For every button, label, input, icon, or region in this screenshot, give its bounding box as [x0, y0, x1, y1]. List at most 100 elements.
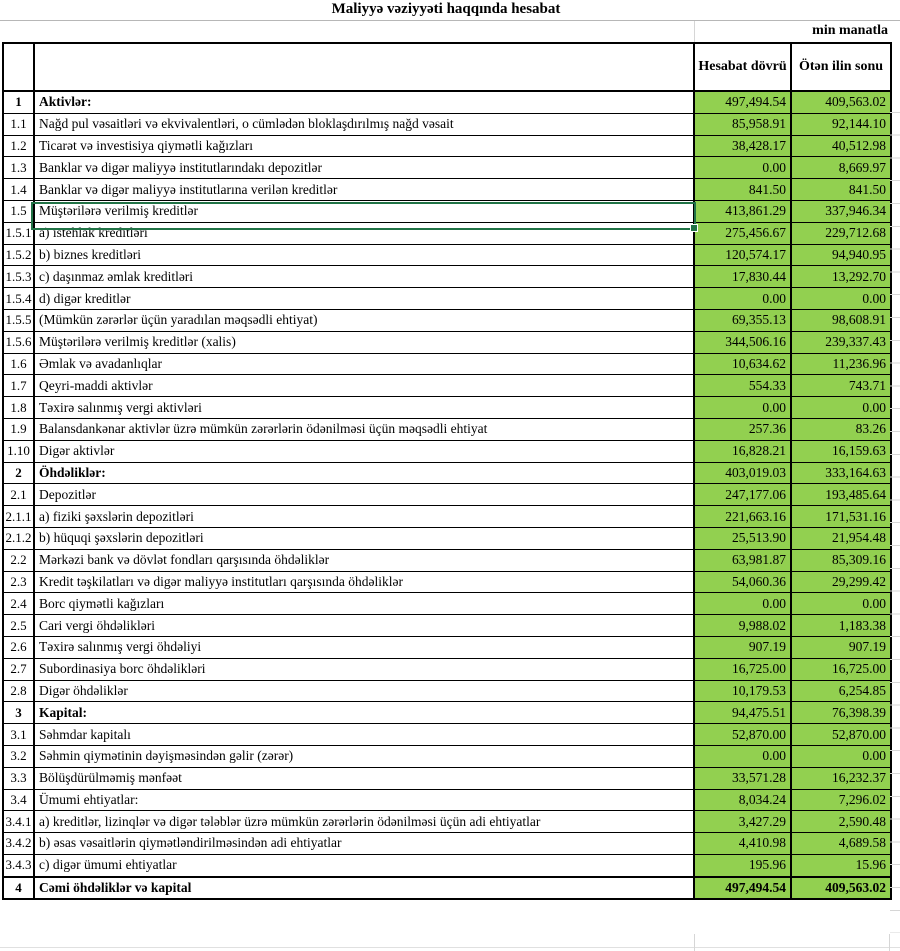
current-value-cell[interactable]: 16,725.00 [693, 657, 792, 681]
indicator-cell[interactable]: Borc qiymətli kağızları [33, 592, 695, 616]
current-value-cell[interactable]: 497,494.54 [693, 875, 792, 900]
current-value-cell[interactable]: 8,034.24 [693, 788, 792, 812]
row-number-cell[interactable]: 3.3 [2, 766, 35, 790]
previous-value-cell[interactable]: 21,954.48 [790, 526, 892, 550]
indicator-cell[interactable]: Təxirə salınmış vergi aktivləri [33, 396, 695, 419]
current-value-cell[interactable]: 0.00 [693, 744, 792, 768]
previous-value-cell[interactable]: 229,712.68 [790, 221, 892, 245]
row-number-cell[interactable]: 2.4 [2, 592, 35, 616]
indicator-cell[interactable]: Digər aktivlər [33, 439, 695, 463]
previous-value-cell[interactable]: 13,292.70 [790, 265, 892, 289]
row-number-cell[interactable]: 3.4.1 [2, 810, 35, 834]
current-value-cell[interactable]: 52,870.00 [693, 723, 792, 746]
current-value-cell[interactable]: 0.00 [693, 592, 792, 616]
row-number-cell[interactable]: 2.6 [2, 635, 35, 659]
current-value-cell[interactable]: 0.00 [693, 396, 792, 419]
current-value-cell[interactable]: 9,988.02 [693, 614, 792, 637]
previous-value-cell[interactable]: 40,512.98 [790, 134, 892, 158]
indicator-cell[interactable]: a) kreditlər, lizinqlər və digər tələblə… [33, 810, 695, 834]
current-value-cell[interactable]: 10,634.62 [693, 352, 792, 376]
previous-value-cell[interactable]: 841.50 [790, 178, 892, 201]
previous-value-cell[interactable]: 0.00 [790, 287, 892, 310]
current-value-cell[interactable]: 17,830.44 [693, 265, 792, 289]
previous-value-cell[interactable]: 15.96 [790, 853, 892, 878]
row-number-cell[interactable]: 1.5.6 [2, 330, 35, 354]
previous-value-cell[interactable]: 11,236.96 [790, 352, 892, 376]
previous-value-cell[interactable]: 16,725.00 [790, 657, 892, 681]
row-number-cell[interactable]: 3 [2, 701, 35, 725]
indicator-cell[interactable]: Bölüşdürülməmiş mənfəət [33, 766, 695, 790]
indicator-cell[interactable]: d) digər kreditlər [33, 287, 695, 310]
indicator-cell[interactable]: c) daşınmaz əmlak kreditləri [33, 265, 695, 289]
previous-value-cell[interactable]: 409,563.02 [790, 875, 892, 900]
previous-value-cell[interactable]: 29,299.42 [790, 570, 892, 594]
previous-value-cell[interactable]: 2,590.48 [790, 810, 892, 834]
previous-value-cell[interactable]: 16,232.37 [790, 766, 892, 790]
indicator-cell[interactable]: Depozitlər [33, 483, 695, 507]
row-number-cell[interactable]: 1.1 [2, 112, 35, 136]
current-value-cell[interactable]: 413,861.29 [693, 199, 792, 223]
current-value-cell[interactable]: 85,958.91 [693, 112, 792, 136]
indicator-cell[interactable]: a) fiziki şəxslərin depozitləri [33, 505, 695, 528]
row-number-cell[interactable]: 2.1.2 [2, 526, 35, 550]
row-number-cell[interactable]: 2.1.1 [2, 505, 35, 528]
indicator-cell[interactable]: Mərkəzi bank və dövlət fondları qarşısın… [33, 548, 695, 572]
previous-value-cell[interactable]: 907.19 [790, 635, 892, 659]
row-number-cell[interactable]: 1.5.1 [2, 221, 35, 245]
row-number-cell[interactable]: 1.5.5 [2, 308, 35, 332]
previous-value-cell[interactable]: 1,183.38 [790, 614, 892, 637]
previous-value-cell[interactable]: 239,337.43 [790, 330, 892, 354]
current-value-cell[interactable]: 841.50 [693, 178, 792, 201]
previous-value-cell[interactable]: 337,946.34 [790, 199, 892, 223]
current-value-cell[interactable]: 221,663.16 [693, 505, 792, 528]
previous-value-cell[interactable]: 409,563.02 [790, 90, 892, 114]
previous-value-cell[interactable]: 333,164.63 [790, 461, 892, 485]
previous-value-cell[interactable]: 98,608.91 [790, 308, 892, 332]
current-value-cell[interactable]: 497,494.54 [693, 90, 792, 114]
row-number-cell[interactable]: 2 [2, 461, 35, 485]
current-value-cell[interactable]: 38,428.17 [693, 134, 792, 158]
current-value-cell[interactable]: 907.19 [693, 635, 792, 659]
previous-value-cell[interactable]: 92,144.10 [790, 112, 892, 136]
row-number-cell[interactable]: 1.8 [2, 396, 35, 419]
row-number-cell[interactable]: 4 [2, 875, 35, 900]
current-value-cell[interactable]: 554.33 [693, 374, 792, 398]
indicator-cell[interactable]: Balansdankənar aktivlər üzrə mümkün zərə… [33, 417, 695, 441]
indicator-cell[interactable]: b) hüquqi şəxslərin depozitləri [33, 526, 695, 550]
indicator-cell[interactable]: Səhmin qiymətinin dəyişməsindən gəlir (z… [33, 744, 695, 768]
row-number-cell[interactable]: 3.4 [2, 788, 35, 812]
previous-value-cell[interactable]: 52,870.00 [790, 723, 892, 746]
previous-value-cell[interactable]: 85,309.16 [790, 548, 892, 572]
indicator-cell[interactable]: Cari vergi öhdəlikləri [33, 614, 695, 637]
current-value-cell[interactable]: 16,828.21 [693, 439, 792, 463]
previous-value-cell[interactable]: 76,398.39 [790, 701, 892, 725]
indicator-cell[interactable]: Öhdəliklər: [33, 461, 695, 485]
row-number-cell[interactable]: 1.7 [2, 374, 35, 398]
current-value-cell[interactable]: 3,427.29 [693, 810, 792, 834]
previous-value-cell[interactable]: 0.00 [790, 592, 892, 616]
selected-cell-outline[interactable] [31, 202, 698, 232]
indicator-cell[interactable]: c) digər ümumi ehtiyatlar [33, 853, 695, 878]
indicator-cell[interactable]: b) biznes kreditləri [33, 243, 695, 267]
current-value-cell[interactable]: 0.00 [693, 287, 792, 310]
current-value-cell[interactable]: 257.36 [693, 417, 792, 441]
indicator-cell[interactable]: Digər öhdəliklər [33, 679, 695, 703]
indicator-cell[interactable]: Səhmdar kapitalı [33, 723, 695, 746]
row-number-cell[interactable]: 3.4.3 [2, 853, 35, 878]
indicator-cell[interactable]: Qeyri-maddi aktivlər [33, 374, 695, 398]
row-number-cell[interactable]: 1.9 [2, 417, 35, 441]
indicator-cell[interactable]: Kapital: [33, 701, 695, 725]
current-value-cell[interactable]: 403,019.03 [693, 461, 792, 485]
row-number-cell[interactable]: 3.2 [2, 744, 35, 768]
previous-value-cell[interactable]: 8,669.97 [790, 156, 892, 180]
previous-value-cell[interactable]: 6,254.85 [790, 679, 892, 703]
indicator-cell[interactable]: Təxirə salınmış vergi öhdəliyi [33, 635, 695, 659]
previous-value-cell[interactable]: 0.00 [790, 396, 892, 419]
indicator-cell[interactable]: Kredit təşkilatları və digər maliyyə ins… [33, 570, 695, 594]
previous-value-cell[interactable]: 83.26 [790, 417, 892, 441]
indicator-cell[interactable]: Cəmi öhdəliklər və kapital [33, 875, 695, 900]
current-value-cell[interactable]: 25,513.90 [693, 526, 792, 550]
row-number-cell[interactable]: 1.5 [2, 199, 35, 223]
previous-value-cell[interactable]: 0.00 [790, 744, 892, 768]
current-value-cell[interactable]: 344,506.16 [693, 330, 792, 354]
